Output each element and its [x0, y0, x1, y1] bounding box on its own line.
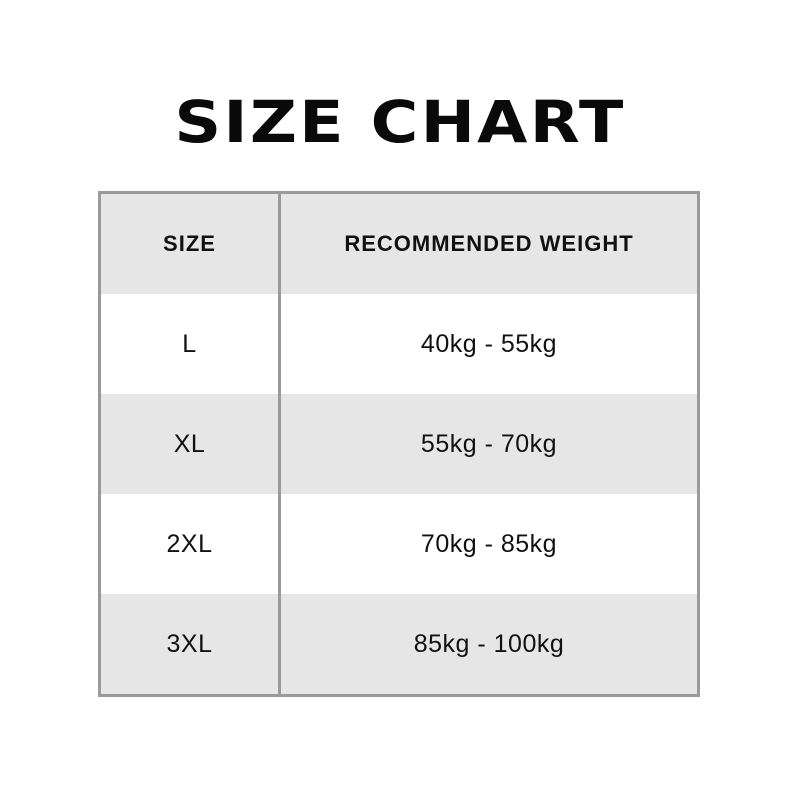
size-cell: XL [101, 394, 281, 494]
weight-cell: 40kg - 55kg [420, 329, 558, 358]
size-cell: L [101, 294, 281, 394]
table-header-row: SIZE RECOMMENDED WEIGHT [101, 194, 697, 294]
size-chart-table: SIZE RECOMMENDED WEIGHT L 40kg - 55kg XL… [98, 191, 700, 697]
table-row: L 40kg - 55kg [101, 294, 697, 394]
table-row: XL 55kg - 70kg [101, 394, 697, 494]
weight-cell: 85kg - 100kg [413, 629, 565, 658]
size-cell: 2XL [101, 494, 281, 594]
page-title: SIZE CHART [174, 88, 626, 156]
table-row: 3XL 85kg - 100kg [101, 594, 697, 694]
header-recommended-weight: RECOMMENDED WEIGHT [344, 231, 634, 256]
weight-cell: 70kg - 85kg [420, 529, 558, 558]
size-cell: 3XL [101, 594, 281, 694]
header-size: SIZE [101, 194, 281, 294]
table-row: 2XL 70kg - 85kg [101, 494, 697, 594]
weight-cell: 55kg - 70kg [420, 429, 558, 458]
